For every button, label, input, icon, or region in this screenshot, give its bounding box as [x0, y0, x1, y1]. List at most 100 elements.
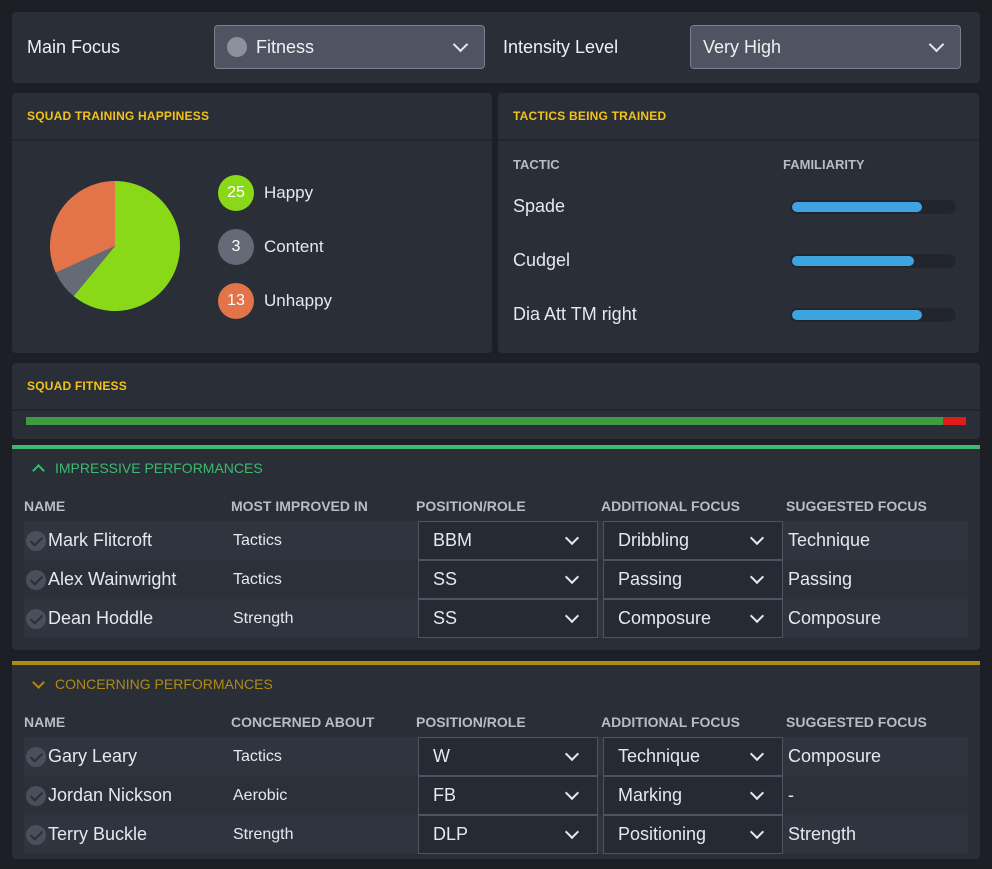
tactics-panel: TACTICS BEING TRAINED TACTIC FAMILIARITY… — [498, 93, 979, 353]
tactic-column-header: TACTIC — [513, 157, 560, 172]
player-name[interactable]: Dean Hoddle — [48, 608, 154, 628]
happiness-panel: SQUAD TRAINING HAPPINESS 25 Happy 3 Cont… — [12, 93, 492, 353]
pie-slice-content — [55, 246, 115, 297]
intensity-value: Very High — [703, 36, 782, 57]
content-count-badge: 3 — [218, 229, 254, 265]
col-name: NAME — [24, 714, 66, 730]
tactics-title: TACTICS BEING TRAINED — [498, 93, 979, 141]
concerning-toggle[interactable]: CONCERNING PERFORMANCES — [32, 675, 273, 692]
intensity-select[interactable]: Very High — [690, 25, 961, 69]
familiarity-bar-spade — [790, 200, 956, 214]
table-row[interactable]: Dean Hoddle Strength SS Composure Compos… — [24, 599, 968, 638]
suggested-focus: Composure — [788, 746, 882, 766]
check-icon[interactable] — [26, 531, 46, 551]
chevron-down-icon — [564, 824, 580, 840]
chevron-down-icon — [749, 530, 765, 546]
position-role-value: DLP — [433, 824, 469, 844]
check-icon[interactable] — [26, 570, 46, 590]
suggested-focus: Passing — [788, 569, 853, 589]
pie-slice-happy — [73, 181, 180, 311]
player-name[interactable]: Gary Leary — [48, 746, 138, 766]
fitness-title: SQUAD FITNESS — [12, 363, 980, 411]
position-role-select[interactable]: W — [418, 737, 598, 776]
concerned-about: Tactics — [233, 748, 282, 765]
additional-focus-select[interactable]: Positioning — [603, 815, 783, 854]
position-role-select[interactable]: FB — [418, 776, 598, 815]
chevron-down-icon — [749, 824, 765, 840]
squad-fitness-bar — [26, 417, 966, 425]
chevron-down-icon — [32, 675, 45, 689]
position-role-select[interactable]: SS — [418, 599, 598, 638]
additional-focus-select[interactable]: Marking — [603, 776, 783, 815]
table-row[interactable]: Terry Buckle Strength DLP Positioning St… — [24, 815, 968, 854]
impressive-panel: IMPRESSIVE PERFORMANCES NAME MOST IMPROV… — [12, 445, 980, 650]
chevron-down-icon — [564, 569, 580, 585]
table-row[interactable]: Gary Leary Tactics W Technique Composure — [24, 737, 968, 776]
chevron-down-icon — [452, 36, 469, 53]
additional-focus-select[interactable]: Passing — [603, 560, 783, 599]
familiarity-column-header: FAMILIARITY — [783, 157, 865, 172]
position-role-value: W — [433, 746, 450, 766]
fitness-fill — [26, 417, 943, 425]
concerning-panel: CONCERNING PERFORMANCES NAME CONCERNED A… — [12, 661, 980, 859]
additional-focus-select[interactable]: Composure — [603, 599, 783, 638]
concerning-title: CONCERNING PERFORMANCES — [55, 676, 273, 692]
additional-focus-value: Passing — [618, 569, 683, 589]
happy-count-badge: 25 — [218, 175, 254, 211]
position-role-select[interactable]: SS — [418, 560, 598, 599]
additional-focus-value: Composure — [618, 608, 712, 628]
player-name[interactable]: Jordan Nickson — [48, 785, 173, 805]
tactic-name-dia-att[interactable]: Dia Att TM right — [513, 304, 637, 324]
player-name[interactable]: Terry Buckle — [48, 824, 148, 844]
additional-focus-select[interactable]: Technique — [603, 737, 783, 776]
position-role-select[interactable]: DLP — [418, 815, 598, 854]
most-improved: Tactics — [233, 532, 282, 549]
unhappy-label: Unhappy — [264, 291, 333, 310]
main-focus-label: Main Focus — [27, 37, 121, 57]
familiarity-bar-cudgel — [790, 254, 956, 268]
suggested-focus: Strength — [788, 824, 857, 844]
table-row[interactable]: Mark Flitcroft Tactics BBM Dribbling Tec… — [24, 521, 968, 560]
tactic-name-cudgel[interactable]: Cudgel — [513, 250, 571, 270]
col-additional-focus: ADDITIONAL FOCUS — [601, 498, 740, 514]
check-icon[interactable] — [26, 747, 46, 767]
legend-content: 3 Content — [218, 229, 324, 265]
col-suggested-focus: SUGGESTED FOCUS — [786, 714, 927, 730]
position-role-value: SS — [433, 608, 458, 628]
col-most-improved: MOST IMPROVED IN — [231, 498, 368, 514]
fitness-panel: SQUAD FITNESS — [12, 363, 980, 439]
intensity-label: Intensity Level — [503, 37, 619, 57]
check-icon[interactable] — [26, 609, 46, 629]
happy-label: Happy — [264, 183, 314, 202]
concerned-about: Strength — [233, 826, 294, 843]
happiness-pie-chart — [50, 181, 180, 311]
chevron-down-icon — [928, 36, 945, 53]
impressive-toggle[interactable]: IMPRESSIVE PERFORMANCES — [32, 460, 263, 477]
table-row[interactable]: Jordan Nickson Aerobic FB Marking - — [24, 776, 968, 815]
familiarity-bar-dia-att — [790, 308, 956, 322]
suggested-focus: Technique — [788, 530, 871, 550]
impressive-title: IMPRESSIVE PERFORMANCES — [55, 460, 263, 476]
most-improved: Strength — [233, 610, 294, 627]
main-focus-select[interactable]: Fitness — [214, 25, 485, 69]
additional-focus-value: Dribbling — [618, 530, 690, 550]
player-name[interactable]: Mark Flitcroft — [48, 530, 153, 550]
tactic-name-spade[interactable]: Spade — [513, 196, 566, 216]
check-icon[interactable] — [26, 786, 46, 806]
suggested-focus: - — [788, 785, 794, 805]
chevron-down-icon — [564, 746, 580, 762]
chevron-down-icon — [749, 569, 765, 585]
chevron-down-icon — [564, 608, 580, 624]
unhappy-count-badge: 13 — [218, 283, 254, 319]
col-additional-focus: ADDITIONAL FOCUS — [601, 714, 740, 730]
position-role-select[interactable]: BBM — [418, 521, 598, 560]
check-icon[interactable] — [26, 825, 46, 845]
content-label: Content — [264, 237, 324, 256]
legend-happy: 25 Happy — [218, 175, 313, 211]
focus-dot-icon — [227, 37, 247, 57]
player-name[interactable]: Alex Wainwright — [48, 569, 177, 589]
additional-focus-select[interactable]: Dribbling — [603, 521, 783, 560]
col-position-role: POSITION/ROLE — [416, 498, 526, 514]
table-row[interactable]: Alex Wainwright Tactics SS Passing Passi… — [24, 560, 968, 599]
additional-focus-value: Positioning — [618, 824, 707, 844]
